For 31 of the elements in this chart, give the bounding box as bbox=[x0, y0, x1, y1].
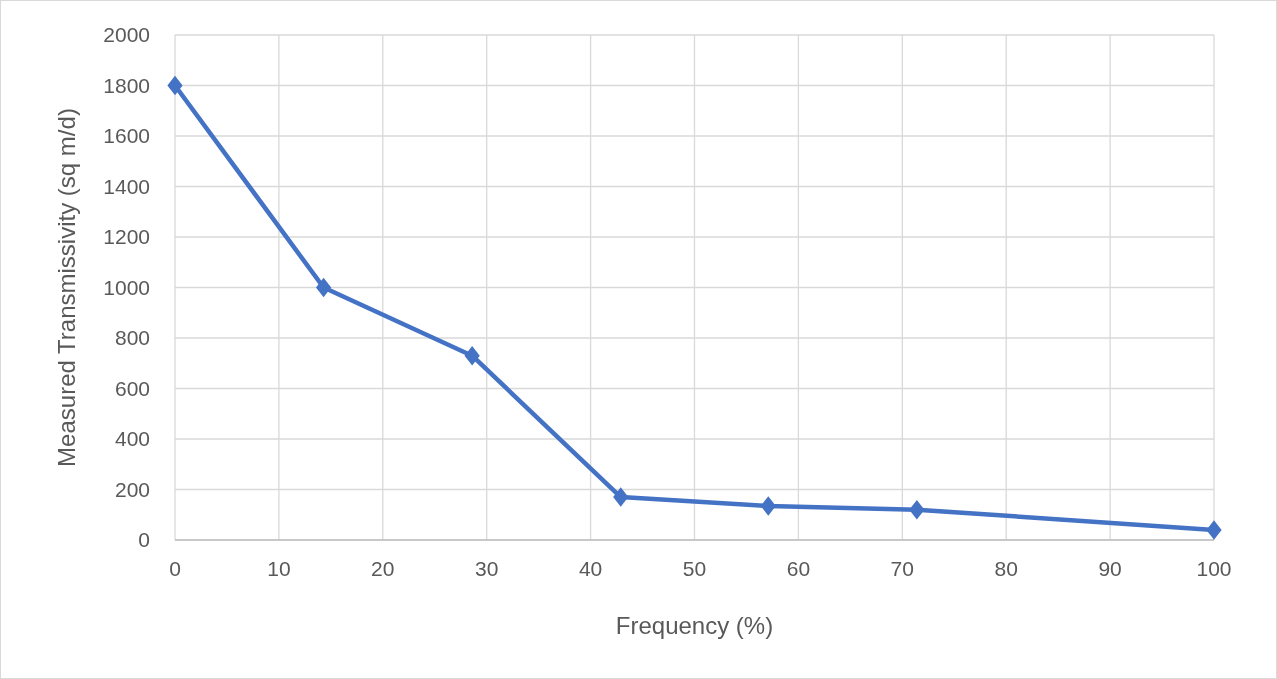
point bbox=[613, 487, 629, 507]
y-tick-label: 1400 bbox=[103, 174, 150, 198]
x-tick-label: 80 bbox=[994, 557, 1018, 580]
y-tick-label: 800 bbox=[114, 326, 150, 350]
y-axis-title: Measured Transmissivity (sq m/d) bbox=[53, 108, 80, 467]
x-tick-label: 40 bbox=[578, 557, 603, 580]
x-axis-title: Frequency (%) bbox=[615, 612, 774, 639]
point bbox=[760, 496, 776, 516]
y-tick-label: 1800 bbox=[103, 73, 150, 97]
y-tick-label: 400 bbox=[114, 427, 150, 451]
y-tick-label: 1000 bbox=[103, 275, 150, 299]
x-tick-label: 10 bbox=[267, 557, 291, 580]
y-tick-label: 0 bbox=[138, 528, 150, 552]
x-tick-label: 30 bbox=[475, 557, 499, 580]
y-tick-label: 1600 bbox=[103, 124, 150, 148]
y-tick-label: 200 bbox=[114, 477, 150, 501]
y-tick-label: 600 bbox=[114, 376, 150, 400]
x-tick-label: 90 bbox=[1098, 557, 1122, 580]
point bbox=[1206, 520, 1222, 540]
x-tick-label: 70 bbox=[890, 557, 914, 580]
point bbox=[909, 499, 925, 520]
x-tick-label: 0 bbox=[169, 557, 181, 580]
y-tick-label: 2000 bbox=[103, 23, 150, 47]
y-tick-label: 1200 bbox=[103, 225, 150, 249]
x-tick-label: 20 bbox=[371, 557, 395, 580]
point bbox=[315, 277, 332, 298]
point bbox=[167, 75, 183, 96]
x-tick-label: 50 bbox=[682, 557, 707, 580]
point bbox=[464, 345, 480, 366]
x-tick-label: 60 bbox=[786, 557, 811, 580]
x-tick-label: 100 bbox=[1196, 557, 1232, 580]
